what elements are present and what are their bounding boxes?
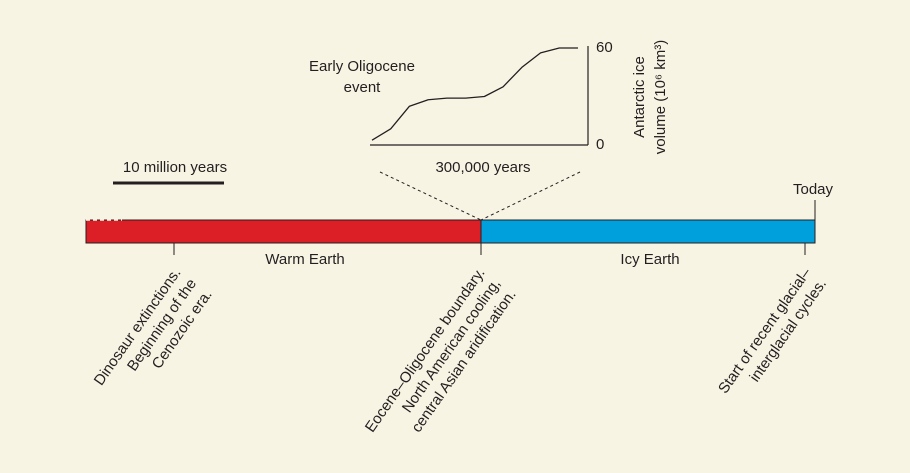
timeline-segment — [85, 219, 482, 244]
zoom-line — [480, 171, 581, 221]
x-axis-label: 300,000 years — [435, 159, 530, 176]
y-tick-label: 0 — [596, 136, 604, 153]
ice-volume-line — [371, 47, 578, 141]
zoom-line — [379, 171, 482, 221]
y-tick-label: 60 — [596, 39, 613, 56]
annotation: event — [344, 79, 382, 96]
segment-label: Icy Earth — [620, 251, 679, 268]
segment-label: Warm Earth — [265, 251, 344, 268]
y-axis-label-line: volume (10⁶ km³) — [652, 40, 669, 155]
y-axis-label: Antarctic ice volume (10⁶ km³) — [631, 40, 669, 155]
scale-bar-label: 10 million years — [123, 159, 227, 176]
timeline-segment — [480, 219, 816, 244]
today-label: Today — [793, 181, 834, 198]
y-axis-label-line: Antarctic ice — [631, 56, 648, 138]
annotation: Early Oligocene — [309, 58, 415, 75]
